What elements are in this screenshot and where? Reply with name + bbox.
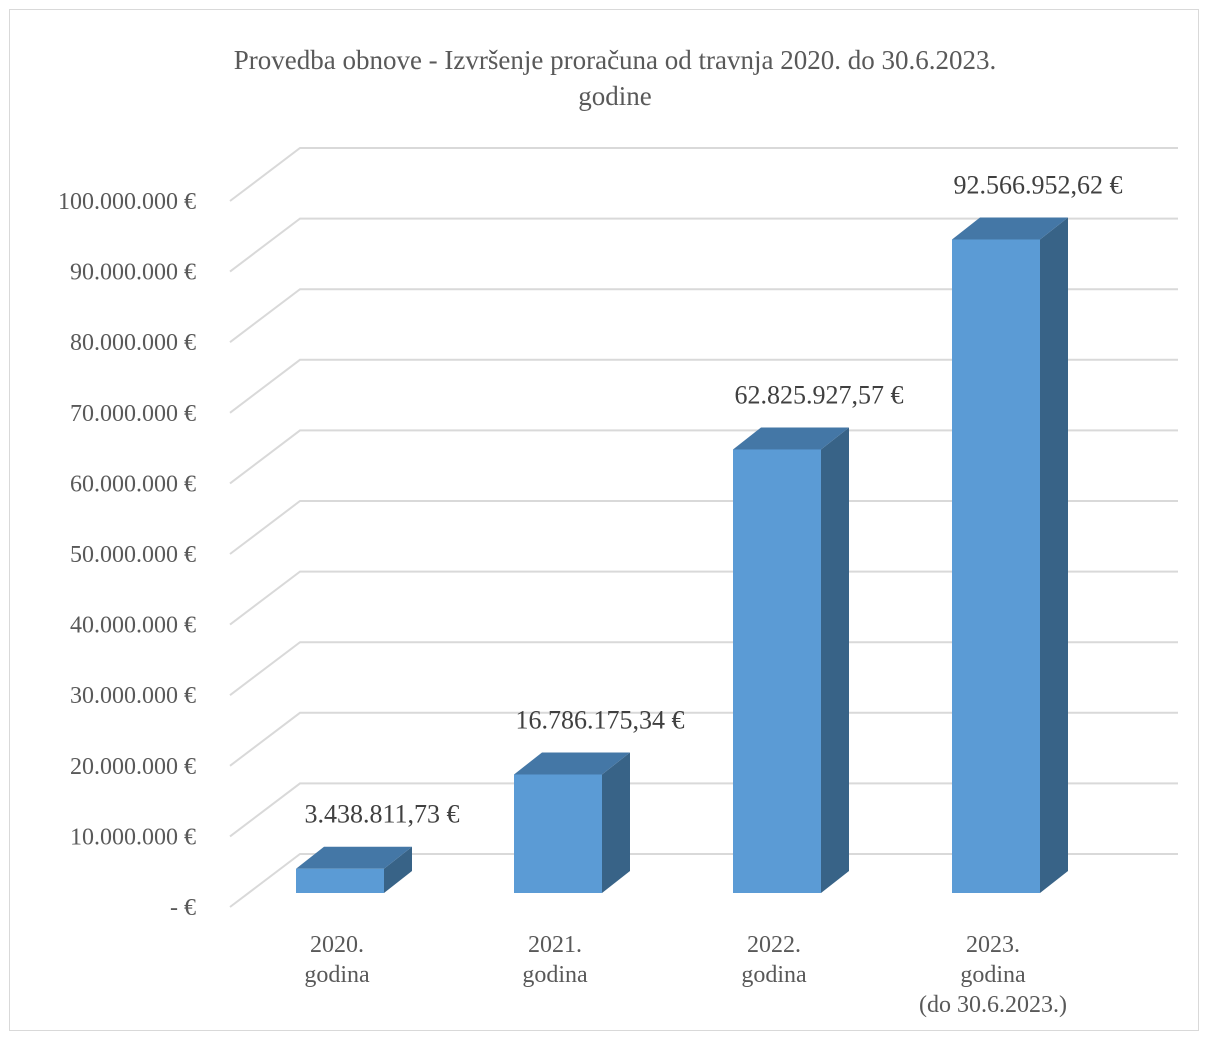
x-tick-label: (do 30.6.2023.)	[919, 992, 1067, 1018]
gridline	[229, 641, 1178, 696]
x-axis: 2020. godina 2021. godina 2022. godina 2023. go…	[304, 932, 1067, 1018]
bar	[952, 239, 1040, 894]
bar	[733, 449, 821, 893]
data-labels: 3.438.811,73 € 16.786.175,34 € 62.825.927,…	[304, 170, 1122, 828]
bar-side	[602, 752, 630, 893]
gridline	[229, 358, 1178, 414]
gridline	[229, 429, 1178, 485]
x-tick-label: 2020.	[310, 932, 364, 958]
bars	[296, 217, 1068, 894]
x-tick-label: godina	[960, 962, 1026, 988]
bar-top	[296, 846, 412, 869]
bar-top	[952, 217, 1068, 240]
gridline	[229, 500, 1178, 555]
gridline	[229, 147, 1178, 202]
y-tick-label: 100.000.000 €	[58, 189, 196, 215]
gridline	[229, 853, 1178, 908]
y-tick-label: 50.000.000 €	[70, 542, 196, 568]
gridline	[229, 570, 1178, 626]
y-tick-label: 40.000.000 €	[70, 613, 196, 639]
gridlines	[229, 147, 1178, 908]
gridline	[229, 217, 1178, 273]
bar	[514, 774, 602, 893]
bar-side	[1040, 217, 1068, 894]
chart-title-line-2: godine	[578, 81, 652, 111]
bar-top	[514, 752, 630, 775]
gridline	[229, 711, 1178, 767]
chart-title-line-1: Provedba obnove - Izvršenje proračuna od…	[233, 45, 997, 75]
y-tick-label: 90.000.000 €	[70, 260, 196, 286]
y-tick-label: 30.000.000 €	[70, 683, 196, 709]
bar	[296, 868, 384, 893]
x-tick-label: godina	[304, 962, 370, 988]
x-tick-label: godina	[741, 962, 807, 988]
bar-side	[384, 846, 412, 893]
y-tick-label: 70.000.000 €	[70, 401, 196, 427]
gridline	[229, 288, 1178, 343]
gridline	[229, 782, 1178, 838]
bar-top	[733, 427, 849, 450]
y-tick-label: 10.000.000 €	[70, 824, 196, 850]
x-tick-label: 2021.	[528, 932, 582, 958]
y-axis: - € 10.000.000 € 20.000.000 € 30.000.000 € 4…	[58, 189, 196, 921]
data-label: 3.438.811,73 €	[304, 800, 459, 829]
data-label: 92.566.952,62 €	[954, 170, 1123, 199]
y-tick-label: 80.000.000 €	[70, 330, 196, 356]
data-label: 16.786.175,34 €	[516, 705, 685, 734]
y-tick-label: - €	[170, 895, 196, 921]
chart-title: Provedba obnove - Izvršenje proračuna od…	[130, 42, 1100, 114]
data-label: 62.825.927,57 €	[735, 380, 904, 409]
bar-side	[821, 427, 849, 893]
y-tick-label: 20.000.000 €	[70, 754, 196, 780]
x-tick-label: godina	[522, 962, 588, 988]
y-tick-label: 60.000.000 €	[70, 471, 196, 497]
x-tick-label: 2022.	[747, 932, 801, 958]
x-tick-label: 2023.	[966, 932, 1020, 958]
